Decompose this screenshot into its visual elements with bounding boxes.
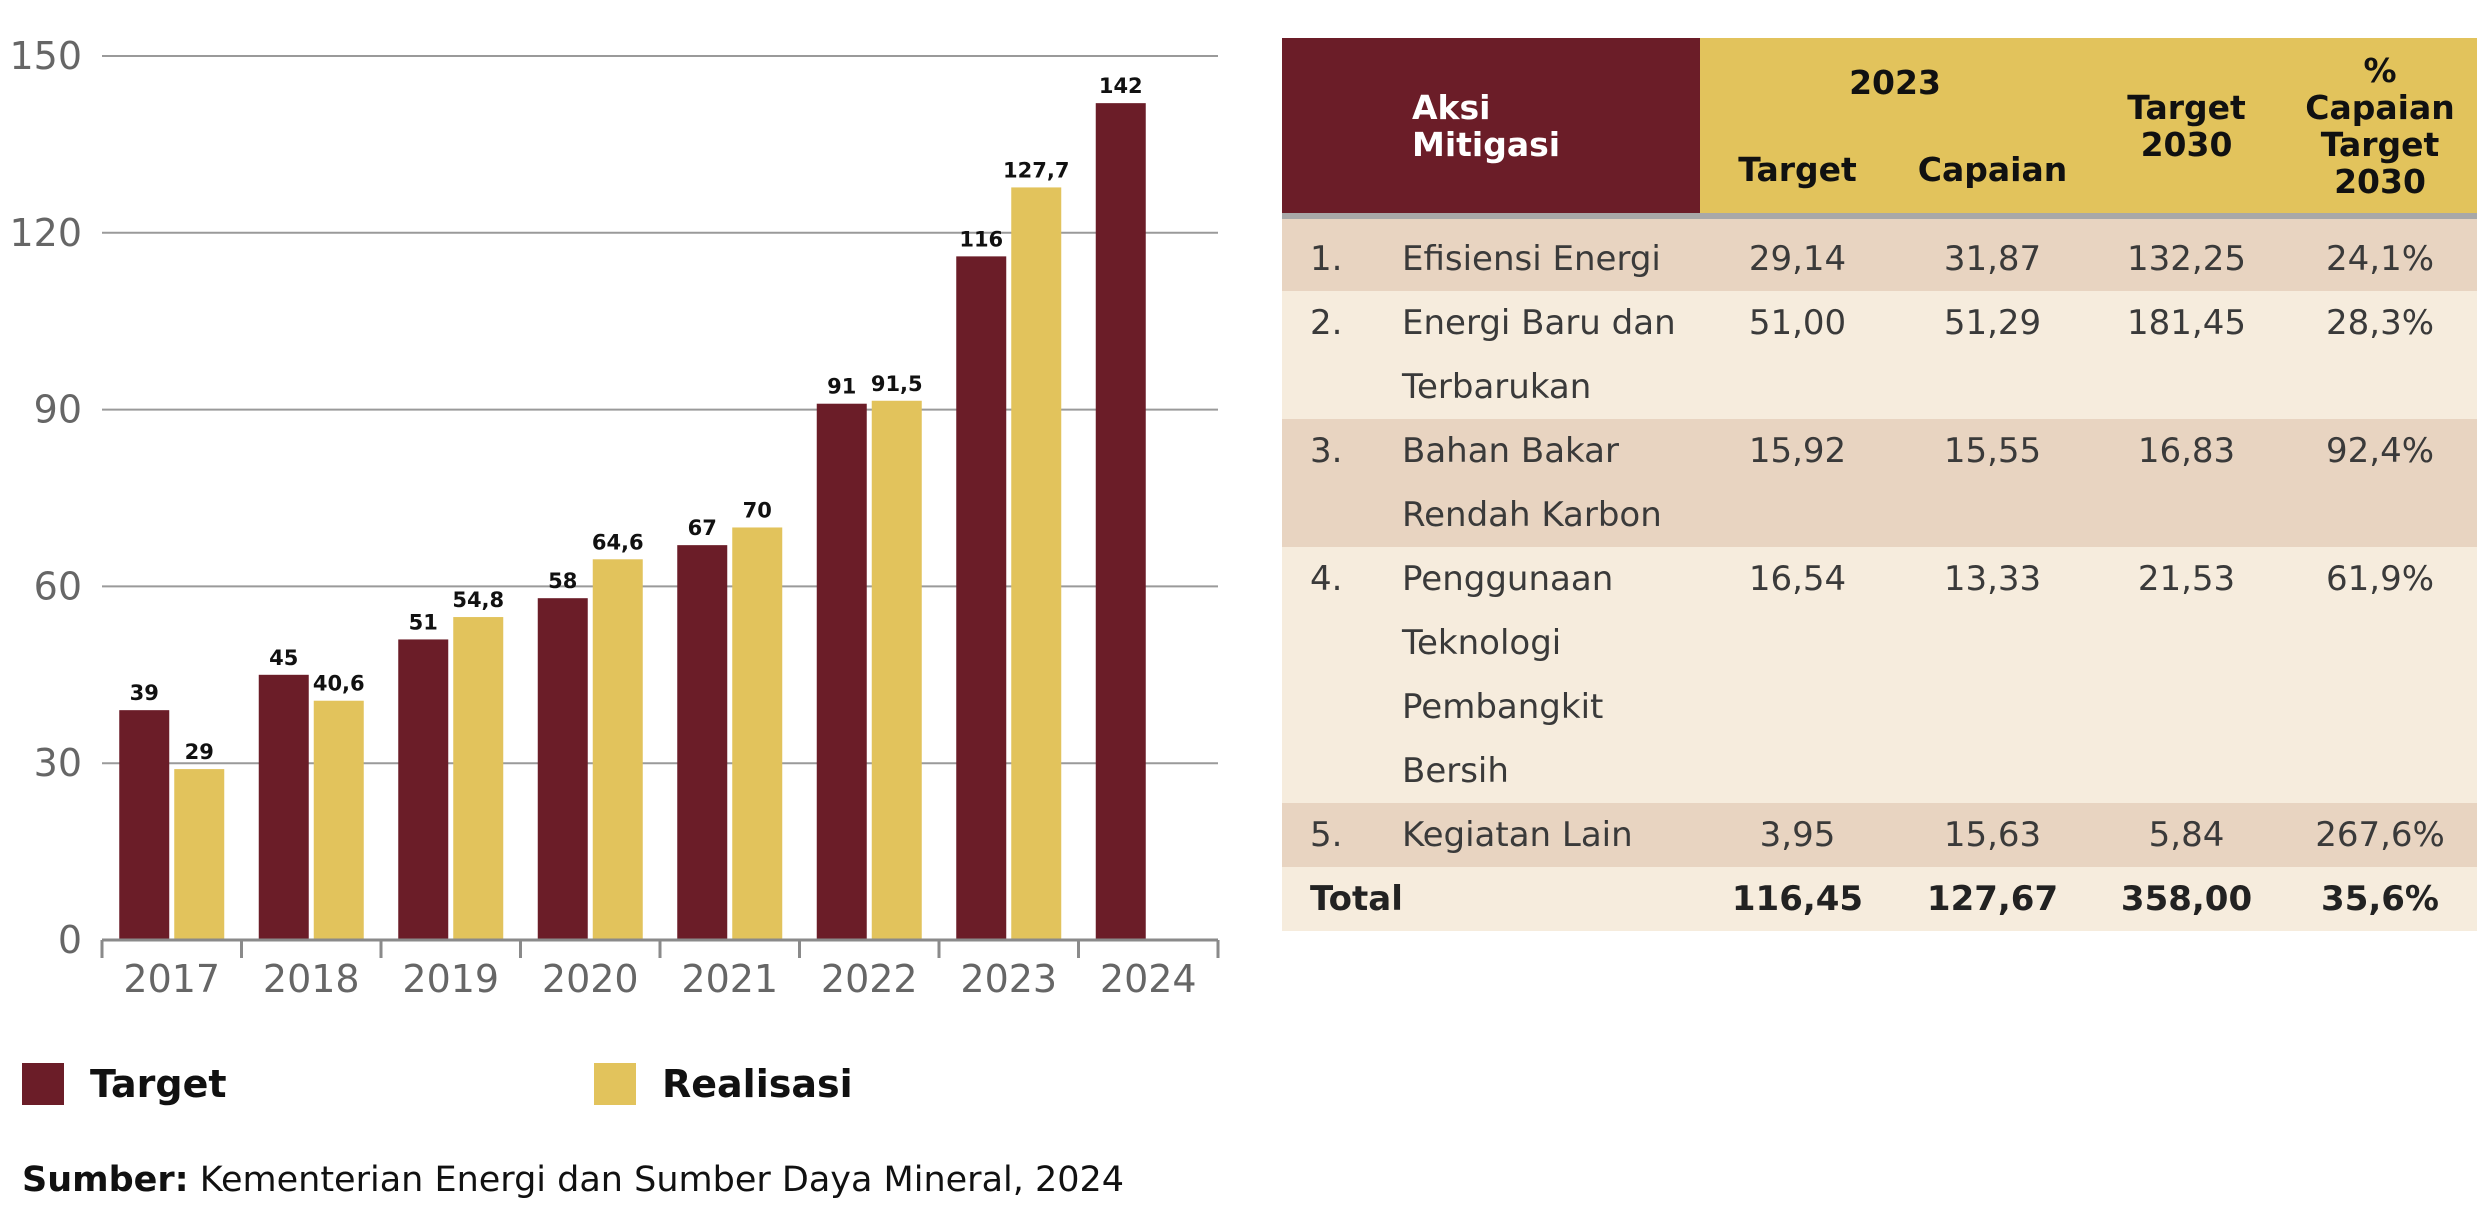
bar-realisasi-2019 xyxy=(453,617,504,940)
x-tick-label: 2017 xyxy=(123,957,220,1001)
y-tick-label: 90 xyxy=(34,388,82,432)
table-row: 4. Penggunaan Teknologi Pembangkit Bersih 1… xyxy=(1282,547,2478,803)
bar-realisasi-2020 xyxy=(592,559,643,940)
row-name: Bahan Bakar Rendah Karbon xyxy=(1402,419,1700,547)
bar-target-2024 xyxy=(1095,103,1146,940)
legend-realisasi-swatch xyxy=(594,1063,636,1105)
data-label-realisasi-2020: 64,6 xyxy=(592,530,644,554)
table-header: Aksi Mitigasi 2023 Target 2030 % Capaian T… xyxy=(1282,38,2478,216)
legend-target-swatch xyxy=(22,1063,64,1105)
bar-target-2020 xyxy=(537,598,588,940)
data-label-target-2019: 51 xyxy=(409,610,438,634)
header-year: 2023 xyxy=(1700,38,2091,126)
data-label-target-2023: 116 xyxy=(959,227,1003,251)
row-name: Efisiensi Energi xyxy=(1402,216,1700,291)
data-label-realisasi-2023: 127,7 xyxy=(1003,158,1069,182)
bar-realisasi-2022 xyxy=(871,400,922,940)
data-label-target-2020: 58 xyxy=(548,569,577,593)
header-target: Target xyxy=(1700,126,1895,216)
bar-realisasi-2021 xyxy=(732,527,783,940)
source-note: Sumber: Kementerian Energi dan Sumber Da… xyxy=(22,1160,1124,1200)
data-label-realisasi-2022: 91,5 xyxy=(871,372,923,396)
y-tick-label: 150 xyxy=(9,34,82,78)
table-row: 3. Bahan Bakar Rendah Karbon 15,92 15,55 … xyxy=(1282,419,2478,547)
bar-target-2022 xyxy=(816,403,867,940)
x-tick-label: 2020 xyxy=(542,957,639,1001)
axes: 0 30 60 90 120 150 2017 2018 2019 2020 2021 2022 202… xyxy=(9,34,1220,1001)
bar-chart: 39 29 45 40,6 51 54,8 58 64,6 67 70 91 91,5 116 127,7… xyxy=(9,34,1220,1001)
x-tick-label: 2024 xyxy=(1100,957,1197,1001)
x-tick-label: 2018 xyxy=(263,957,360,1001)
table-row: 2. Energi Baru dan Terbarukan 51,00 51,29… xyxy=(1282,291,2478,419)
source-text: Kementerian Energi dan Sumber Daya Miner… xyxy=(188,1160,1125,1200)
y-tick-label: 0 xyxy=(58,918,82,962)
bar-realisasi-2023 xyxy=(1011,187,1062,940)
table-total-row: Total 116,45 127,67 358,00 35,6% xyxy=(1282,867,2478,931)
y-tick-label: 60 xyxy=(34,564,82,608)
y-tick-label: 30 xyxy=(34,741,82,785)
legend-realisasi-label: Realisasi xyxy=(662,1062,853,1106)
row-name: Energi Baru dan Terbarukan xyxy=(1402,291,1700,419)
x-tick-label: 2022 xyxy=(821,957,918,1001)
bar-target-2018 xyxy=(258,674,309,940)
data-label-target-2021: 67 xyxy=(688,516,717,540)
bar-realisasi-2018 xyxy=(313,700,364,940)
bar-target-2023 xyxy=(956,256,1007,941)
x-tick-label: 2019 xyxy=(402,957,499,1001)
row-name: Kegiatan Lain xyxy=(1402,803,1700,867)
source-label: Sumber: xyxy=(22,1160,189,1200)
header-target-2030: Target 2030 xyxy=(2090,38,2284,216)
legend-target: Target xyxy=(22,1062,227,1106)
data-label-realisasi-2017: 29 xyxy=(185,740,214,764)
bars xyxy=(119,103,1146,941)
data-label-realisasi-2018: 40,6 xyxy=(313,672,365,696)
bar-target-2019 xyxy=(398,639,449,940)
data-label-realisasi-2021: 70 xyxy=(743,498,772,522)
data-label-realisasi-2019: 54,8 xyxy=(452,588,504,612)
table-row: 5. Kegiatan Lain 3,95 15,63 5,84 267,6% xyxy=(1282,803,2478,867)
table-row: 1. Efisiensi Energi 29,14 31,87 132,25 2… xyxy=(1282,216,2478,291)
data-label-target-2017: 39 xyxy=(130,681,159,705)
header-capaian: Capaian xyxy=(1895,126,2091,216)
data-label-target-2024: 142 xyxy=(1099,74,1143,98)
legend-realisasi: Realisasi xyxy=(594,1062,853,1106)
data-labels: 39 29 45 40,6 51 54,8 58 64,6 67 70 91 91,5 116 127,7… xyxy=(130,74,1143,764)
y-tick-label: 120 xyxy=(9,211,82,255)
x-tick-label: 2021 xyxy=(681,957,778,1001)
mitigation-table: Aksi Mitigasi 2023 Target 2030 % Capaian T… xyxy=(1282,38,2478,931)
bar-target-2017 xyxy=(119,710,170,940)
row-name: Penggunaan Teknologi Pembangkit Bersih xyxy=(1402,547,1700,803)
header-aksi-mitigasi: Aksi Mitigasi xyxy=(1282,38,1700,216)
bar-target-2021 xyxy=(677,545,728,940)
x-tick-label: 2023 xyxy=(960,957,1057,1001)
bar-realisasi-2017 xyxy=(174,769,225,940)
header-pct-capaian: % Capaian Target 2030 xyxy=(2283,38,2478,216)
legend-target-label: Target xyxy=(90,1062,227,1106)
data-label-target-2022: 91 xyxy=(827,375,856,399)
data-label-target-2018: 45 xyxy=(269,646,298,670)
